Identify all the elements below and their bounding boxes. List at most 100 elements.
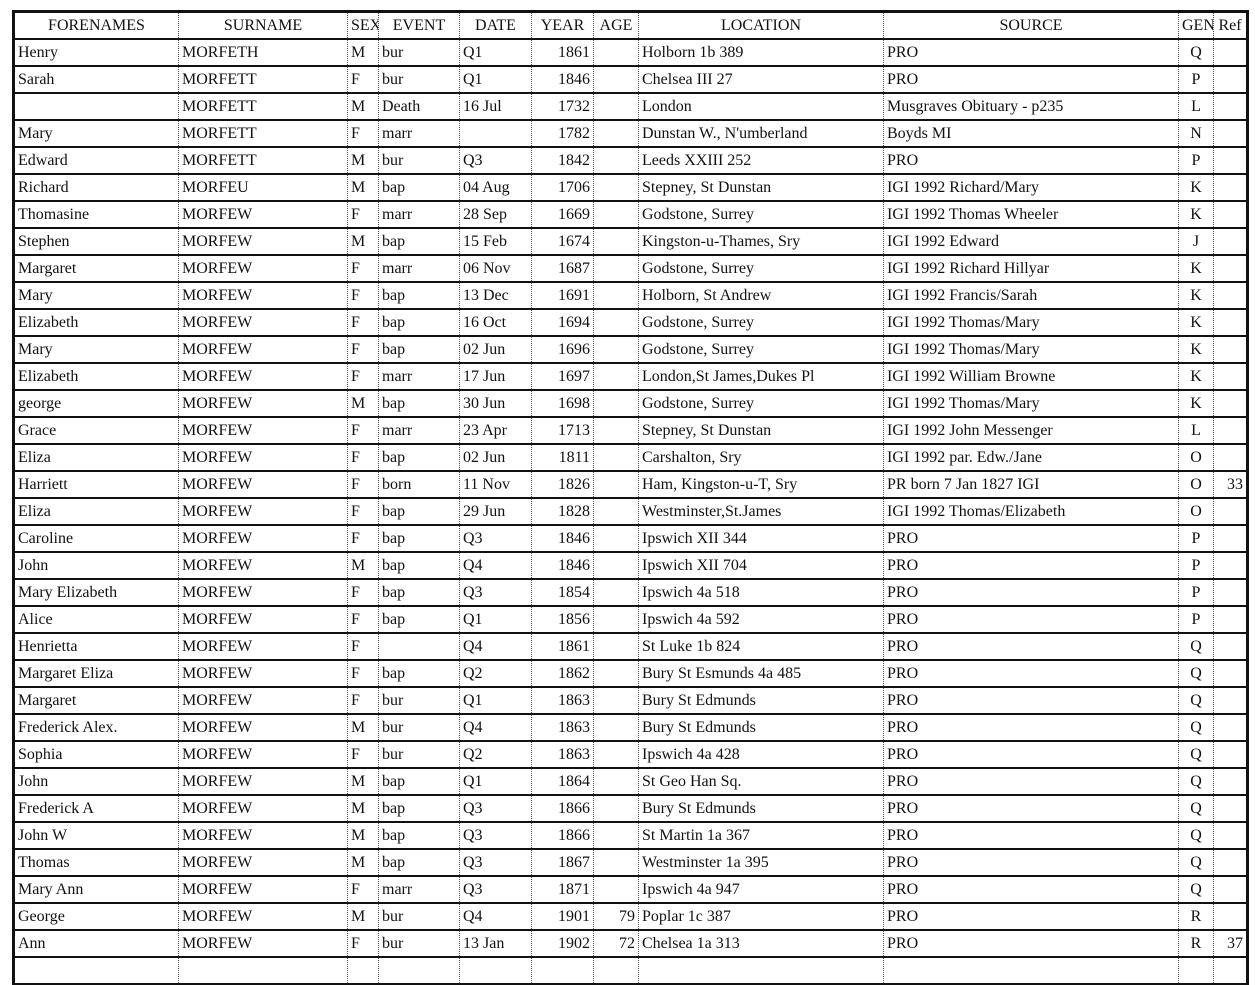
cell-source: IGI 1992 Richard Hillyar [883, 255, 1179, 282]
cell-surname: MORFEW [178, 903, 348, 930]
cell-age [593, 39, 639, 66]
cell-empty [883, 957, 1179, 984]
cell-date: Q4 [459, 552, 532, 579]
cell-date: Q3 [459, 822, 532, 849]
cell-sex: M [347, 552, 379, 579]
cell-source: PR born 7 Jan 1827 IGI [883, 471, 1179, 498]
cell-age [593, 282, 639, 309]
cell-gen: Q [1178, 714, 1214, 741]
cell-ref: 33 [1213, 471, 1249, 498]
cell-date: Q4 [459, 903, 532, 930]
cell-forenames: Thomas [12, 849, 179, 876]
cell-forenames: Henrietta [12, 633, 179, 660]
cell-event: marr [378, 201, 460, 228]
cell-empty [178, 957, 348, 984]
cell-surname: MORFEW [178, 471, 348, 498]
cell-location: Bury St Edmunds [638, 795, 884, 822]
cell-age [593, 174, 639, 201]
cell-empty [12, 957, 179, 984]
cell-ref [1213, 120, 1249, 147]
cell-age: 79 [593, 903, 639, 930]
cell-surname: MORFEW [178, 228, 348, 255]
cell-year: 1902 [531, 930, 594, 957]
cell-forenames: Edward [12, 147, 179, 174]
cell-forenames: Margaret [12, 255, 179, 282]
cell-gen: Q [1178, 660, 1214, 687]
cell-ref [1213, 417, 1249, 444]
cell-location: Leeds XXIII 252 [638, 147, 884, 174]
cell-source: IGI 1992 par. Edw./Jane [883, 444, 1179, 471]
cell-ref [1213, 228, 1249, 255]
cell-age [593, 849, 639, 876]
cell-sex: M [347, 714, 379, 741]
cell-forenames: Sophia [12, 741, 179, 768]
cell-location: Westminster 1a 395 [638, 849, 884, 876]
cell-year: 1713 [531, 417, 594, 444]
cell-gen: L [1178, 93, 1214, 120]
cell-gen: P [1178, 579, 1214, 606]
cell-date: 04 Aug [459, 174, 532, 201]
cell-surname: MORFETT [178, 93, 348, 120]
cell-sex: F [347, 363, 379, 390]
cell-event: bap [378, 336, 460, 363]
cell-event: bur [378, 66, 460, 93]
cell-location: Stepney, St Dunstan [638, 174, 884, 201]
cell-event: bap [378, 552, 460, 579]
cell-surname: MORFEW [178, 444, 348, 471]
cell-date: 16 Oct [459, 309, 532, 336]
cell-surname: MORFEW [178, 741, 348, 768]
cell-surname: MORFEW [178, 255, 348, 282]
cell-forenames: Harriett [12, 471, 179, 498]
cell-source: PRO [883, 741, 1179, 768]
cell-sex: M [347, 903, 379, 930]
cell-location: Carshalton, Sry [638, 444, 884, 471]
cell-source: PRO [883, 633, 1179, 660]
cell-sex: M [347, 39, 379, 66]
cell-surname: MORFEW [178, 849, 348, 876]
cell-ref [1213, 606, 1249, 633]
cell-year: 1901 [531, 903, 594, 930]
cell-location: Ipswich 4a 947 [638, 876, 884, 903]
cell-year: 1871 [531, 876, 594, 903]
cell-ref [1213, 309, 1249, 336]
cell-date: Q1 [459, 687, 532, 714]
cell-age [593, 876, 639, 903]
cell-gen: Q [1178, 876, 1214, 903]
cell-year: 1863 [531, 741, 594, 768]
cell-empty [378, 957, 460, 984]
cell-forenames: George [12, 903, 179, 930]
cell-empty [531, 957, 594, 984]
header-source: SOURCE [883, 11, 1179, 39]
cell-year: 1856 [531, 606, 594, 633]
cell-forenames: Mary Ann [12, 876, 179, 903]
cell-sex: M [347, 390, 379, 417]
cell-forenames: Mary [12, 336, 179, 363]
cell-source: IGI 1992 Thomas/Mary [883, 309, 1179, 336]
cell-year: 1866 [531, 795, 594, 822]
cell-sex: F [347, 255, 379, 282]
cell-event: bur [378, 687, 460, 714]
header-year: YEAR [531, 11, 594, 39]
cell-year: 1864 [531, 768, 594, 795]
cell-surname: MORFETT [178, 147, 348, 174]
cell-surname: MORFETH [178, 39, 348, 66]
cell-forenames: Grace [12, 417, 179, 444]
cell-date: 30 Jun [459, 390, 532, 417]
cell-forenames: Frederick A [12, 795, 179, 822]
cell-date: Q1 [459, 39, 532, 66]
cell-year: 1846 [531, 525, 594, 552]
cell-surname: MORFEU [178, 174, 348, 201]
header-location: LOCATION [638, 11, 884, 39]
cell-age [593, 687, 639, 714]
cell-location: Ipswich XII 344 [638, 525, 884, 552]
cell-location: Dunstan W., N'umberland [638, 120, 884, 147]
cell-date: 23 Apr [459, 417, 532, 444]
cell-forenames: Caroline [12, 525, 179, 552]
cell-age [593, 201, 639, 228]
cell-surname: MORFEW [178, 795, 348, 822]
cell-source: IGI 1992 Thomas/Mary [883, 336, 1179, 363]
